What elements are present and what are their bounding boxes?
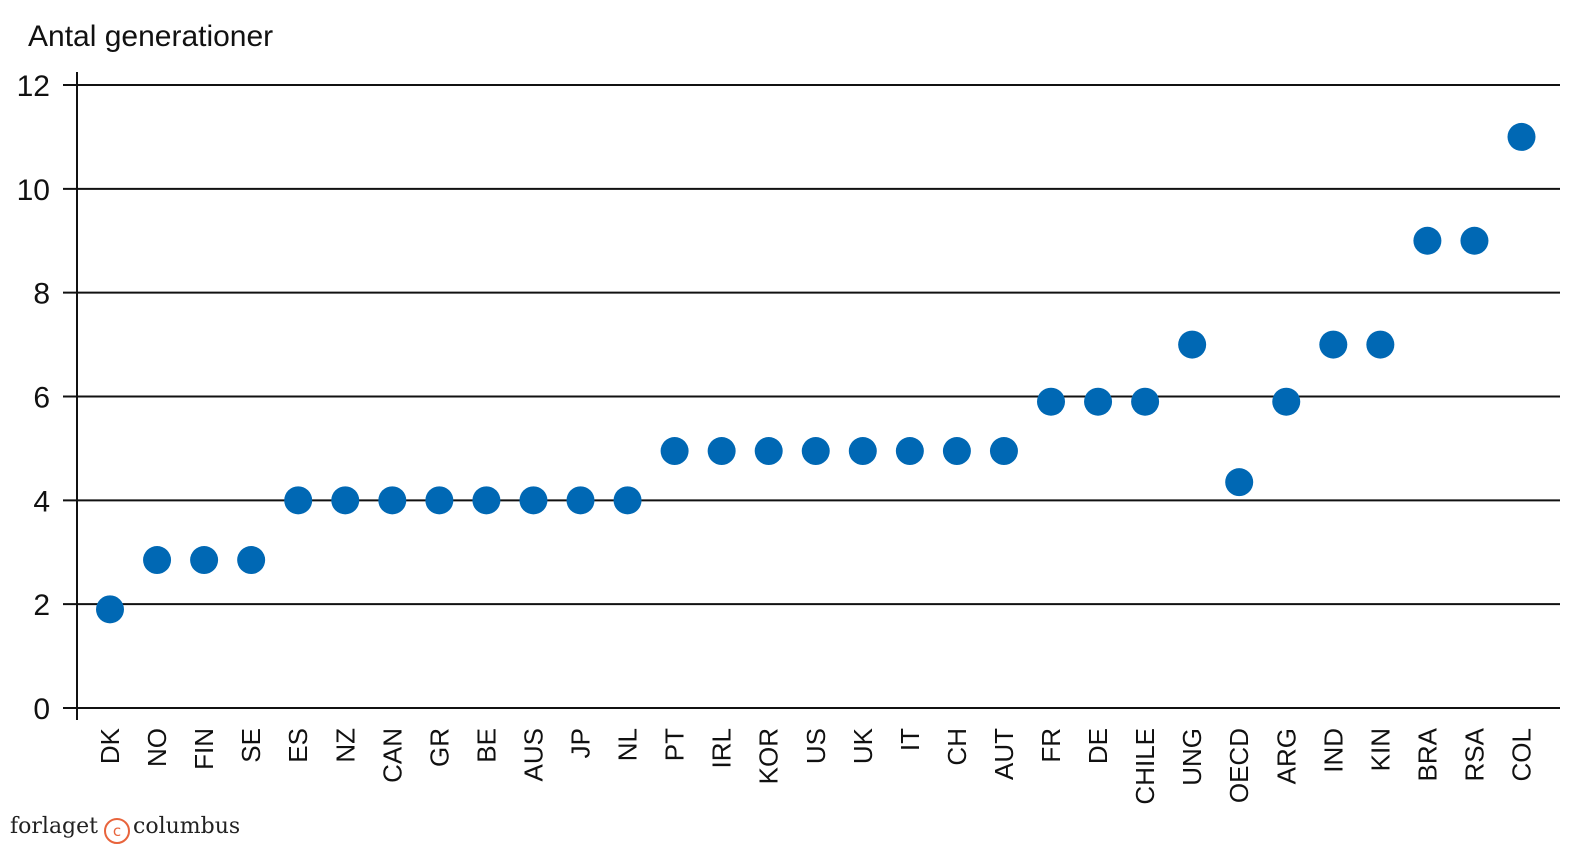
gridlines bbox=[63, 84, 1560, 709]
x-tick-label: DE bbox=[1083, 728, 1113, 764]
x-tick-label: ES bbox=[283, 728, 313, 763]
x-tick-label: SE bbox=[236, 728, 266, 763]
x-tick-label: PT bbox=[660, 728, 690, 761]
y-tick-label: 0 bbox=[33, 693, 50, 726]
data-point bbox=[1319, 330, 1348, 359]
data-point bbox=[707, 437, 736, 466]
y-tick-label: 4 bbox=[33, 485, 50, 518]
x-tick-label: KIN bbox=[1365, 728, 1395, 771]
data-point bbox=[1507, 122, 1536, 151]
data-point bbox=[472, 486, 501, 515]
x-tick-label: UK bbox=[848, 727, 878, 764]
x-tick-label: OECD bbox=[1224, 728, 1254, 803]
y-tick-label: 6 bbox=[33, 382, 50, 415]
data-point bbox=[143, 546, 172, 575]
x-tick-label: RSA bbox=[1459, 727, 1489, 781]
data-point bbox=[284, 486, 313, 515]
data-point bbox=[190, 546, 219, 575]
data-point bbox=[96, 595, 124, 624]
x-tick-label: KOR bbox=[754, 728, 784, 784]
data-point bbox=[895, 437, 924, 466]
data-point bbox=[1272, 387, 1301, 416]
y-tick-label: 12 bbox=[17, 70, 50, 103]
data-point bbox=[1225, 468, 1254, 497]
x-tick-label: NO bbox=[142, 728, 172, 767]
data-point bbox=[425, 486, 454, 515]
x-tick-label: CHILE bbox=[1130, 728, 1160, 805]
x-tick-label: BRA bbox=[1412, 727, 1442, 781]
data-point bbox=[331, 486, 360, 515]
x-tick-label: FIN bbox=[189, 728, 219, 770]
data-point bbox=[989, 437, 1018, 466]
x-tick-label: US bbox=[801, 728, 831, 764]
x-tick-label: IT bbox=[895, 728, 925, 751]
data-point bbox=[613, 486, 642, 515]
x-tick-label: UNG bbox=[1177, 728, 1207, 786]
data-point bbox=[1178, 330, 1207, 359]
x-tick-label: ARG bbox=[1271, 728, 1301, 784]
x-tick-label: JP bbox=[566, 728, 596, 758]
data-point bbox=[942, 437, 971, 466]
data-point bbox=[754, 437, 783, 466]
data-point bbox=[660, 437, 689, 466]
x-tick-label: CH bbox=[942, 728, 972, 766]
data-point bbox=[848, 437, 877, 466]
data-point bbox=[1460, 226, 1489, 255]
y-axis-label: Antal generationer bbox=[28, 20, 273, 53]
data-point bbox=[1131, 387, 1160, 416]
publisher-name-right: columbus bbox=[133, 814, 241, 839]
data-point bbox=[566, 486, 595, 515]
data-point bbox=[378, 486, 407, 515]
x-tick-label: NL bbox=[613, 728, 643, 761]
publisher-mark-icon: c bbox=[104, 818, 130, 844]
data-point bbox=[1366, 330, 1395, 359]
x-tick-label: DK bbox=[95, 727, 125, 764]
data-point bbox=[801, 437, 830, 466]
data-point bbox=[1037, 387, 1065, 416]
y-tick-label: 8 bbox=[33, 278, 50, 311]
data-points bbox=[96, 122, 1536, 624]
data-point bbox=[1084, 387, 1113, 416]
x-tick-label: GR bbox=[424, 728, 454, 767]
y-tick-label: 2 bbox=[33, 589, 50, 622]
publisher-logo: forlaget c columbus bbox=[10, 814, 240, 844]
x-tick-label: IND bbox=[1318, 728, 1348, 773]
data-point bbox=[1413, 226, 1442, 255]
data-point bbox=[519, 486, 548, 515]
y-tick-label: 10 bbox=[17, 174, 50, 207]
x-tick-label: NZ bbox=[330, 728, 360, 763]
x-tick-label: BE bbox=[471, 728, 501, 763]
x-tick-label: FR bbox=[1036, 728, 1066, 763]
y-tick-labels: 0 2 4 6 8 10 12 bbox=[17, 70, 50, 726]
x-tick-label: CAN bbox=[377, 728, 407, 783]
x-tick-label: AUS bbox=[518, 728, 548, 781]
data-point bbox=[237, 546, 266, 575]
publisher-name-left: forlaget bbox=[10, 814, 98, 839]
x-tick-labels: DK NO FIN SE ES NZ CAN GR BE AUS JP NL PT IRL KOR US UK I… bbox=[95, 727, 1537, 804]
x-tick-label: COL bbox=[1507, 728, 1537, 781]
x-tick-label: AUT bbox=[989, 728, 1019, 780]
x-tick-label: IRL bbox=[707, 728, 737, 768]
